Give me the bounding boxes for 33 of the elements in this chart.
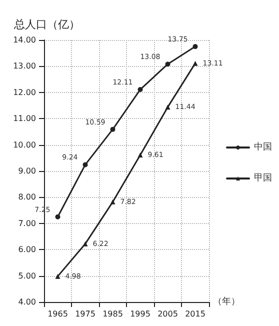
y-tick-label: 9.00	[18, 166, 36, 176]
y-tick-label: 8.00	[18, 192, 36, 202]
point	[138, 152, 143, 158]
legend-label: 中国	[254, 142, 272, 152]
y-tick-label: 12.00	[13, 88, 36, 97]
y-tick-label: 6.00	[18, 245, 36, 254]
point	[82, 241, 88, 246]
point	[55, 214, 60, 220]
y-tick-label: 5.00	[18, 271, 36, 280]
point	[82, 162, 88, 168]
point	[55, 274, 60, 279]
point	[165, 62, 170, 67]
x-tick-label: 1975	[75, 310, 96, 318]
x-axis-title: （年）	[213, 296, 240, 307]
y-tick-label: 4.00	[18, 298, 36, 306]
x-tick-label: 2015	[185, 310, 206, 318]
x-tick-label: 1985	[102, 310, 123, 318]
y-tick-label: 10.00	[13, 140, 36, 150]
point	[138, 87, 143, 92]
x-tick-label: 1995	[130, 310, 150, 318]
point	[110, 126, 116, 132]
legend-label: 甲国	[254, 174, 272, 184]
x-tick-label: 2005	[158, 310, 178, 318]
point	[165, 104, 170, 110]
y-axis-title: 总人口（亿）	[13, 18, 80, 31]
y-tick-label: 11.00	[13, 114, 36, 124]
x-tick-label: 1965	[48, 310, 68, 318]
y-tick-label: 14.00	[13, 36, 36, 44]
y-tick-label: 7.00	[18, 218, 36, 228]
y-tick-label: 13.00	[13, 62, 36, 71]
point	[192, 60, 198, 66]
point	[110, 199, 116, 204]
point	[192, 44, 198, 50]
